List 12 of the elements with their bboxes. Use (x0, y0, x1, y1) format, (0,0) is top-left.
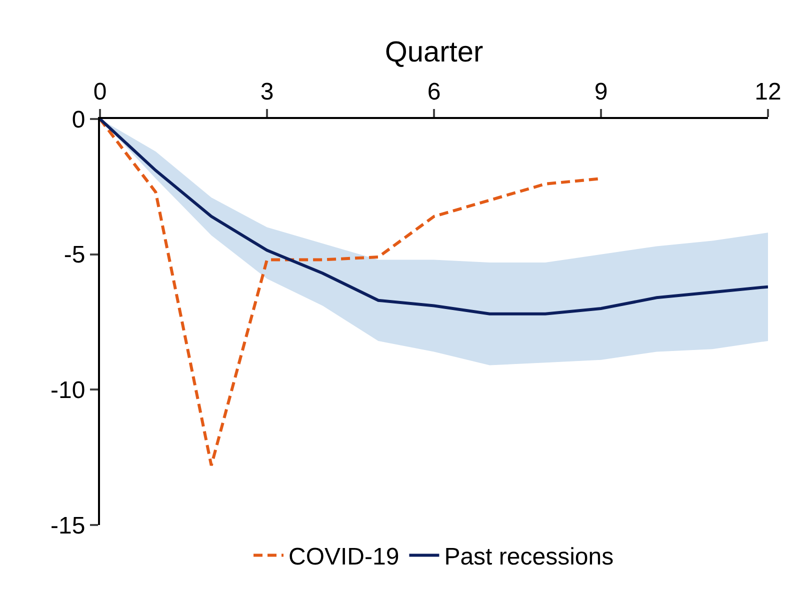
y-tick-label: 0 (72, 106, 86, 134)
x-tick-label: 6 (427, 78, 441, 106)
y-tick-label: -10 (50, 377, 86, 404)
y-tick-label: -15 (50, 512, 86, 540)
legend-label: Past recessions (444, 544, 614, 571)
x-tick-label: 12 (754, 78, 782, 106)
legend-label: COVID-19 (288, 544, 400, 571)
x-tick-label: 3 (260, 78, 274, 106)
x-tick-label: 0 (93, 78, 107, 106)
x-tick-label: 9 (594, 78, 608, 106)
y-tick-label: -5 (64, 242, 86, 269)
x-axis-title: Quarter (384, 36, 484, 68)
